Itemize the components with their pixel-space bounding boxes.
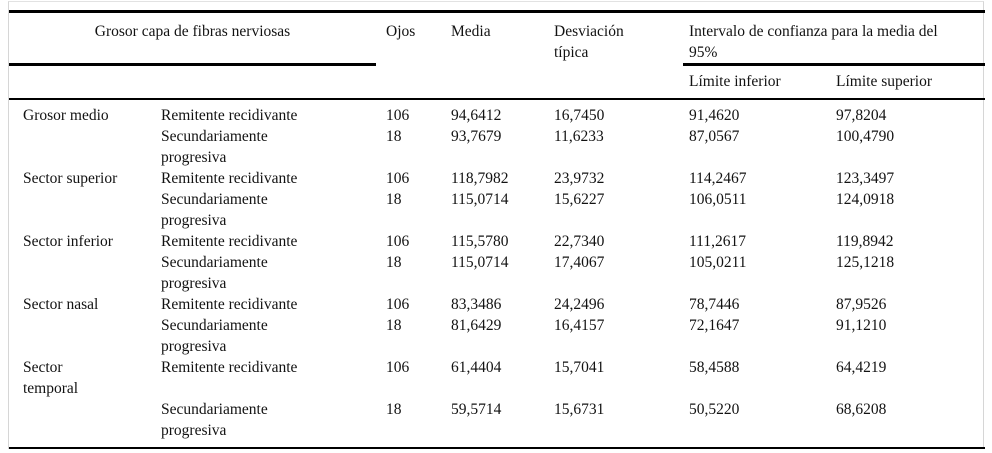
- col-header-limite-inferior: Límite inferior: [689, 73, 781, 90]
- cell-desviacion: 16,7450: [554, 107, 605, 124]
- cell-tipo: Secundariamente progresiva: [161, 191, 268, 229]
- table-row: Grosor medio Remitente recidivante 106 9…: [9, 99, 985, 126]
- cell-media: 94,6412: [451, 107, 502, 124]
- col-header-limite-superior: Límite superior: [836, 73, 932, 90]
- cell-ojos: 106: [386, 233, 410, 250]
- cell-ojos: 106: [386, 296, 410, 313]
- col-header-desviacion: Desviación típica: [554, 23, 624, 61]
- cell-limite-inferior: 106,0511: [689, 191, 747, 208]
- cell-tipo: Secundariamente progresiva: [161, 317, 268, 355]
- cell-tipo: Secundariamente progresiva: [161, 128, 268, 166]
- cell-limite-inferior: 58,4588: [689, 359, 740, 376]
- cell-limite-inferior: 87,0567: [689, 128, 740, 145]
- cell-sector: Sector temporal: [23, 359, 79, 397]
- cell-media: 61,4404: [451, 359, 502, 376]
- cell-ojos: 106: [386, 359, 410, 376]
- cell-tipo: Remitente recidivante: [161, 359, 298, 376]
- cell-media: 81,6429: [451, 317, 502, 334]
- cell-limite-inferior: 78,7446: [689, 296, 740, 313]
- col-header-media: Media: [451, 23, 491, 40]
- cell-limite-inferior: 111,2617: [689, 233, 746, 250]
- cell-sector: [9, 189, 161, 231]
- header-row-main: Grosor capa de fibras nerviosas Ojos Med…: [9, 11, 986, 66]
- cell-media: 83,3486: [451, 296, 502, 313]
- cell-limite-superior: 124,0918: [836, 191, 895, 208]
- statistics-table: Grosor capa de fibras nerviosas Ojos Med…: [9, 10, 986, 449]
- table-row: Secundariamente progresiva 18 59,5714 15…: [9, 399, 985, 448]
- cell-ojos: 18: [386, 191, 402, 208]
- cell-desviacion: 15,7041: [554, 359, 605, 376]
- cell-desviacion: 17,4067: [554, 254, 605, 271]
- cell-limite-inferior: 91,4620: [689, 107, 740, 124]
- col-header-ci-title: Intervalo de confianza para la media del…: [683, 11, 986, 66]
- cell-media: 115,5780: [451, 233, 509, 250]
- cell-desviacion: 15,6227: [554, 191, 605, 208]
- cell-limite-superior: 91,1210: [836, 317, 887, 334]
- cell-desviacion: 15,6731: [554, 401, 605, 418]
- table-row: Secundariamente progresiva 18 93,7679 11…: [9, 126, 985, 168]
- cell-sector: Sector inferior: [23, 233, 113, 250]
- cell-tipo: Remitente recidivante: [161, 296, 298, 313]
- cell-limite-superior: 125,1218: [836, 254, 895, 271]
- cell-sector: Sector nasal: [23, 296, 99, 313]
- header-spacer: [9, 65, 376, 100]
- cell-ojos: 106: [386, 170, 410, 187]
- cell-ojos: 106: [386, 107, 410, 124]
- cell-ojos: 18: [386, 128, 402, 145]
- cell-ojos: 18: [386, 401, 402, 418]
- cell-limite-superior: 123,3497: [836, 170, 895, 187]
- header-row-sub: Límite inferior Límite superior: [9, 65, 985, 100]
- table-frame: Grosor capa de fibras nerviosas Ojos Med…: [8, 1, 986, 449]
- cell-ojos: 18: [386, 317, 402, 334]
- table-row: Sector inferior Remitente recidivante 10…: [9, 231, 985, 252]
- cell-sector: [9, 252, 161, 294]
- cell-limite-inferior: 72,1647: [689, 317, 740, 334]
- cell-tipo: Remitente recidivante: [161, 233, 298, 250]
- cell-sector: [9, 399, 161, 448]
- cell-sector: Grosor medio: [23, 107, 109, 124]
- cell-desviacion: 16,4157: [554, 317, 605, 334]
- cell-media: 59,5714: [451, 401, 502, 418]
- cell-limite-superior: 119,8942: [836, 233, 894, 250]
- cell-sector: [9, 126, 161, 168]
- cell-desviacion: 11,6233: [554, 128, 604, 145]
- cell-tipo: Remitente recidivante: [161, 107, 298, 124]
- table-row: Secundariamente progresiva 18 115,0714 1…: [9, 189, 985, 231]
- cell-tipo: Secundariamente progresiva: [161, 401, 268, 439]
- cell-desviacion: 24,2496: [554, 296, 605, 313]
- col-header-group-title: Grosor capa de fibras nerviosas: [9, 11, 376, 66]
- cell-desviacion: 23,9732: [554, 170, 605, 187]
- cell-desviacion: 22,7340: [554, 233, 605, 250]
- cell-media: 93,7679: [451, 128, 502, 145]
- cell-media: 115,0714: [451, 254, 509, 271]
- col-header-ojos: Ojos: [386, 23, 416, 40]
- table-row: Sector nasal Remitente recidivante 106 8…: [9, 294, 985, 315]
- cell-limite-inferior: 50,5220: [689, 401, 740, 418]
- cell-tipo: Secundariamente progresiva: [161, 254, 268, 292]
- cell-limite-superior: 87,9526: [836, 296, 887, 313]
- cell-sector: [9, 315, 161, 357]
- table-row: Sector superior Remitente recidivante 10…: [9, 168, 985, 189]
- cell-limite-inferior: 105,0211: [689, 254, 747, 271]
- cell-limite-superior: 68,6208: [836, 401, 887, 418]
- cell-limite-superior: 64,4219: [836, 359, 887, 376]
- cell-ojos: 18: [386, 254, 402, 271]
- cell-limite-superior: 97,8204: [836, 107, 887, 124]
- cell-tipo: Remitente recidivante: [161, 170, 298, 187]
- table-row: Secundariamente progresiva 18 81,6429 16…: [9, 315, 985, 357]
- table-header: Grosor capa de fibras nerviosas Ojos Med…: [9, 11, 986, 100]
- table-row: Sector temporal Remitente recidivante 10…: [9, 357, 985, 399]
- cell-limite-inferior: 114,2467: [689, 170, 747, 187]
- cell-media: 115,0714: [451, 191, 509, 208]
- table-body: Grosor medio Remitente recidivante 106 9…: [9, 99, 985, 448]
- cell-limite-superior: 100,4790: [836, 128, 895, 145]
- cell-media: 118,7982: [451, 170, 509, 187]
- table-row: Secundariamente progresiva 18 115,0714 1…: [9, 252, 985, 294]
- cell-sector: Sector superior: [23, 170, 118, 187]
